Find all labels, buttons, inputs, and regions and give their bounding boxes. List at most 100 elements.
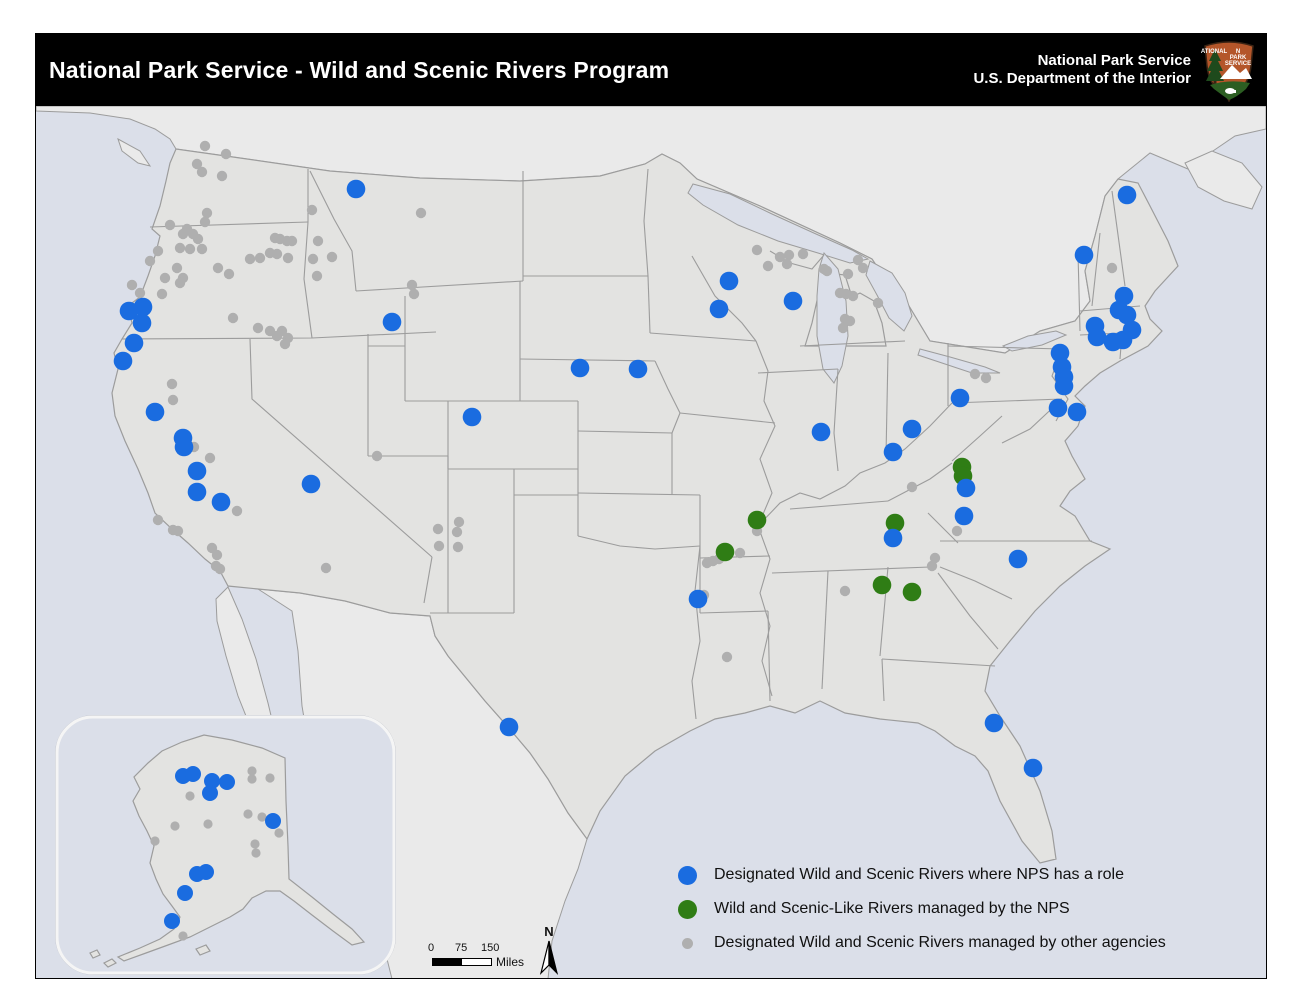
river-dot bbox=[382, 312, 402, 332]
river-dot bbox=[152, 245, 164, 257]
river-dot bbox=[250, 839, 260, 849]
river-dot bbox=[929, 552, 941, 564]
river-dot bbox=[320, 562, 332, 574]
river-dot bbox=[628, 359, 648, 379]
river-dot bbox=[216, 170, 228, 182]
river-dot bbox=[954, 506, 974, 526]
bison-icon bbox=[1225, 88, 1236, 94]
mountain-icon bbox=[1220, 65, 1252, 79]
river-dot bbox=[271, 330, 283, 342]
river-dot bbox=[187, 461, 207, 481]
river-dot bbox=[172, 525, 184, 537]
lake-huron bbox=[865, 260, 913, 332]
scale-tick-0: 0 bbox=[428, 942, 435, 954]
legend-label: Wild and Scenic-Like Rivers managed by t… bbox=[714, 900, 1070, 917]
river-dot bbox=[783, 291, 803, 311]
river-dot bbox=[747, 510, 767, 530]
river-dot bbox=[751, 244, 763, 256]
river-dot bbox=[164, 913, 180, 929]
river-dot bbox=[223, 268, 235, 280]
river-dot bbox=[150, 836, 160, 846]
river-dot bbox=[883, 528, 903, 548]
river-dot bbox=[906, 481, 918, 493]
river-dot bbox=[326, 251, 338, 263]
river-dot bbox=[902, 419, 922, 439]
river-dot bbox=[251, 848, 261, 858]
river-dot bbox=[279, 338, 291, 350]
river-dot bbox=[274, 828, 284, 838]
river-dot bbox=[453, 516, 465, 528]
river-dot bbox=[452, 541, 464, 553]
river-dot bbox=[1048, 398, 1068, 418]
lake-ontario bbox=[1001, 330, 1068, 352]
river-dot bbox=[196, 166, 208, 178]
river-dot bbox=[201, 207, 213, 219]
river-dot bbox=[196, 243, 208, 255]
nps-arrowhead-logo: NATIONAL PARK SERVICE bbox=[1201, 41, 1254, 102]
river-dot bbox=[177, 228, 189, 240]
river-dot bbox=[715, 542, 735, 562]
river-dot bbox=[204, 773, 220, 789]
river-dot bbox=[1106, 262, 1118, 274]
green-dot-icon bbox=[677, 899, 697, 919]
river-dot bbox=[1050, 343, 1070, 363]
river-dot bbox=[312, 235, 324, 247]
river-dot bbox=[152, 514, 164, 526]
river-dot bbox=[734, 547, 746, 559]
river-dot bbox=[159, 272, 171, 284]
river-dot bbox=[872, 297, 884, 309]
river-dot bbox=[203, 819, 213, 829]
river-dot bbox=[371, 450, 383, 462]
river-dot bbox=[199, 216, 211, 228]
river-dot bbox=[1117, 185, 1137, 205]
river-dot bbox=[124, 333, 144, 353]
river-dot bbox=[781, 258, 793, 270]
dots-alaska-nps-role bbox=[164, 766, 281, 929]
scale-unit: Miles bbox=[496, 955, 525, 969]
river-dot bbox=[969, 368, 981, 380]
river-dot bbox=[499, 717, 519, 737]
river-dot bbox=[821, 265, 833, 277]
river-dot bbox=[883, 442, 903, 462]
north-arrow: N bbox=[534, 924, 564, 980]
scale-bar-fill bbox=[433, 959, 462, 965]
river-dot bbox=[885, 513, 905, 533]
logo-text-2: PARK bbox=[1230, 55, 1247, 61]
river-dot bbox=[134, 287, 146, 299]
river-dot bbox=[406, 279, 418, 291]
agency-line-2: U.S. Department of the Interior bbox=[973, 70, 1191, 87]
river-dot bbox=[1117, 305, 1137, 325]
river-dot bbox=[185, 766, 201, 782]
river-dot bbox=[167, 394, 179, 406]
river-dot bbox=[174, 277, 186, 289]
agency-line-1: National Park Service bbox=[1037, 52, 1191, 69]
river-dot bbox=[214, 563, 226, 575]
river-dot bbox=[247, 774, 257, 784]
legend-swatch bbox=[676, 899, 698, 919]
scale-tick-150: 150 bbox=[481, 942, 500, 954]
legend-item-nps-managed: Wild and Scenic-Like Rivers managed by t… bbox=[676, 892, 1166, 926]
river-dot bbox=[951, 525, 963, 537]
legend-swatch bbox=[676, 937, 698, 949]
north-arrow-icon bbox=[539, 940, 559, 975]
river-dot bbox=[408, 288, 420, 300]
us-map-svg bbox=[36, 106, 1266, 978]
river-dot bbox=[145, 402, 165, 422]
river-dot bbox=[1067, 402, 1087, 422]
header-bar: National Park Service - Wild and Scenic … bbox=[36, 34, 1266, 106]
river-dot bbox=[187, 482, 207, 502]
state-boundaries bbox=[121, 168, 1141, 720]
river-dot bbox=[211, 549, 223, 561]
river-dot bbox=[156, 288, 168, 300]
river-dot bbox=[984, 713, 1004, 733]
river-dot bbox=[199, 140, 211, 152]
river-dot bbox=[346, 179, 366, 199]
river-dot bbox=[926, 560, 938, 572]
river-dot bbox=[243, 809, 253, 819]
river-dot bbox=[980, 372, 992, 384]
gray-dot-icon bbox=[681, 937, 693, 949]
agency-block: National Park Service U.S. Department of… bbox=[973, 34, 1191, 106]
river-dot bbox=[433, 540, 445, 552]
river-dot bbox=[811, 422, 831, 442]
river-dot bbox=[220, 148, 232, 160]
